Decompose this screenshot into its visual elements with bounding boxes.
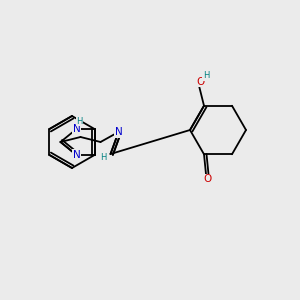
Text: N: N [73,124,80,134]
Text: H: H [203,71,209,80]
Text: O: O [196,77,204,87]
Text: N: N [115,127,122,137]
Text: N: N [73,150,80,160]
Text: O: O [203,174,211,184]
Text: H: H [76,116,83,125]
Text: H: H [100,152,107,161]
